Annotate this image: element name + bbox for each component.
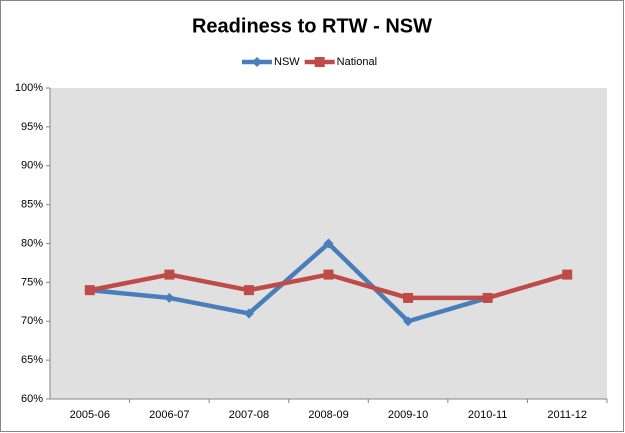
marker	[323, 269, 334, 280]
y-tick-label: 100%	[15, 82, 43, 94]
y-tick-label: 70%	[21, 315, 43, 327]
marker	[243, 285, 254, 296]
x-tick-label: 2007-08	[229, 409, 269, 421]
chart-title: Readiness to RTW - NSW	[192, 15, 432, 37]
marker	[403, 292, 414, 303]
marker	[314, 57, 325, 67]
series-line	[89, 241, 489, 324]
y-tick-label: 80%	[21, 237, 43, 249]
marker	[164, 292, 175, 303]
marker	[243, 308, 254, 319]
y-tick-label: 90%	[21, 160, 43, 172]
marker	[323, 238, 334, 249]
marker	[562, 269, 573, 280]
x-tick-label: 2010-11	[468, 409, 508, 421]
marker	[403, 316, 414, 327]
y-tick-label: 95%	[21, 121, 43, 133]
legend-label: National	[337, 56, 377, 68]
x-tick-label: 2005-06	[70, 409, 110, 421]
y-tick-label: 60%	[21, 393, 43, 405]
x-tick-label: 2006-07	[149, 409, 189, 421]
marker	[84, 285, 95, 296]
y-tick-label: 75%	[21, 276, 43, 288]
y-tick-label: 85%	[21, 199, 43, 211]
x-tick-label: 2009-10	[388, 409, 428, 421]
x-tick-label: 2008-09	[308, 409, 348, 421]
y-tick-label: 65%	[21, 354, 43, 366]
marker	[164, 269, 175, 280]
marker	[252, 57, 262, 67]
x-tick-label: 2011-12	[547, 409, 587, 421]
marker	[482, 292, 493, 303]
legend-label: NSW	[274, 56, 300, 68]
